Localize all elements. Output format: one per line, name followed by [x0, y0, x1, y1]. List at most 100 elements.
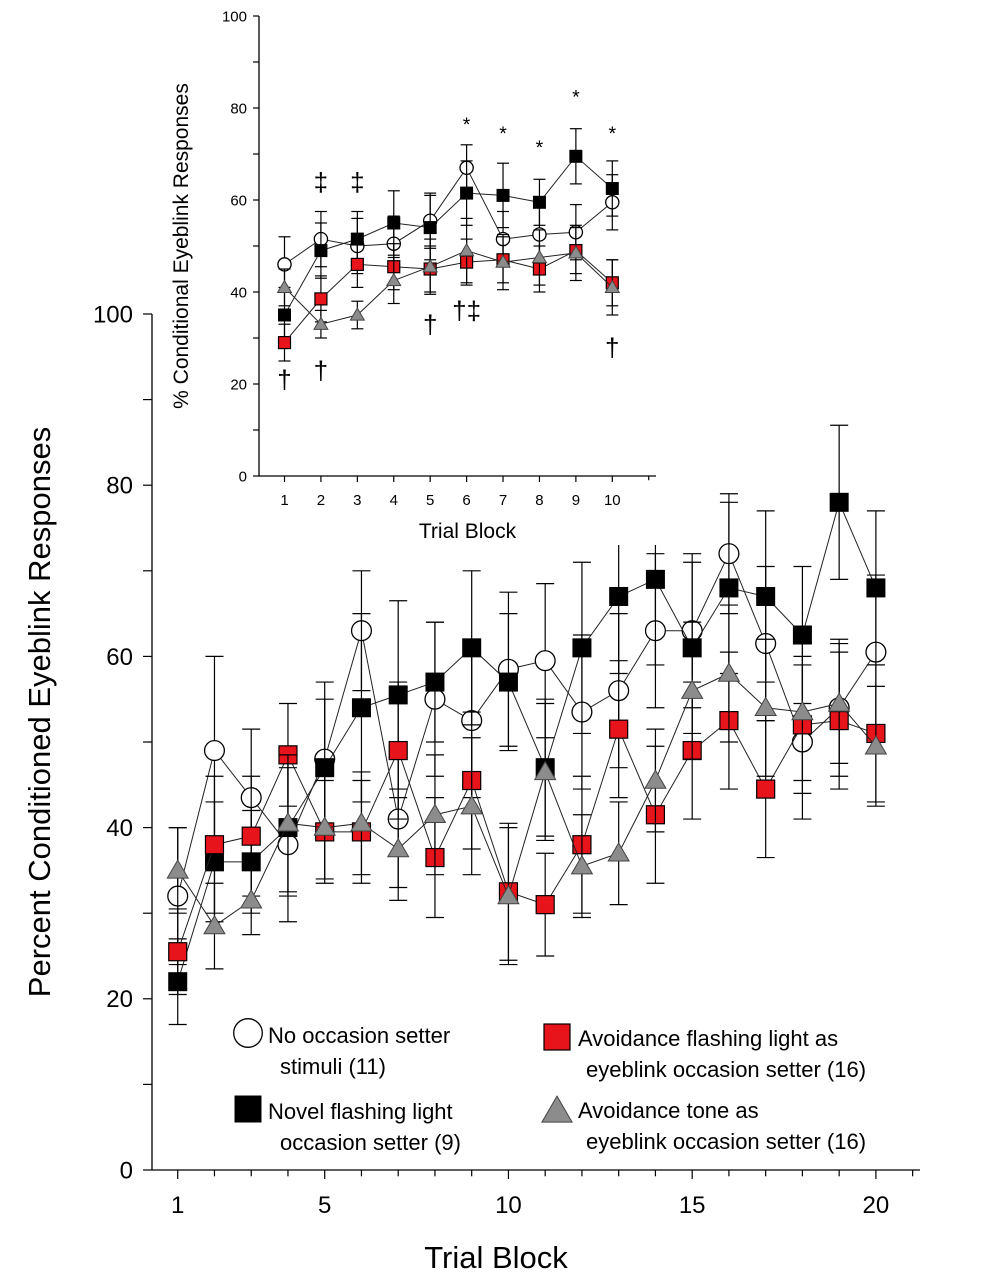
main-point-tone	[276, 812, 300, 832]
main-point-tone	[680, 679, 704, 699]
legend-label-none-line2: stimuli (11)	[280, 1054, 386, 1079]
inset-point-novel	[277, 308, 291, 322]
inset-point-tone	[349, 307, 366, 321]
main-series-line-light	[177, 719, 877, 952]
main-y-tick-label: 100	[93, 301, 133, 328]
inset-point-tone	[495, 254, 511, 268]
inset-y-tick-label: 80	[230, 100, 247, 117]
main-series-tone	[166, 604, 888, 970]
inset-point-novel	[387, 216, 401, 230]
legend-marker-novel	[234, 1095, 262, 1123]
main-x-axis-title: Trial Block	[424, 1240, 568, 1275]
legend-item-novel: Novel flashing light occasion setter (9)	[234, 1095, 461, 1155]
main-point-tone	[497, 884, 520, 905]
main-series-light	[168, 651, 886, 996]
main-point-novel	[498, 672, 518, 692]
main-point-light	[535, 895, 555, 915]
main-point-novel	[609, 586, 629, 606]
inset-significance-mark: *	[572, 86, 580, 108]
inset-point-tone	[385, 272, 402, 287]
main-point-novel	[792, 625, 812, 645]
inset-point-novel	[423, 221, 437, 235]
inset-x-tick-label: 8	[535, 492, 543, 509]
main-series-none	[167, 493, 887, 966]
main-point-tone	[239, 889, 263, 909]
legend-label-novel-line2: occasion setter (9)	[280, 1130, 461, 1155]
inset-significance-mark: *	[499, 123, 507, 145]
main-y-tick-label: 60	[106, 644, 133, 671]
legend-label-novel-line1: Novel flashing light	[268, 1099, 453, 1124]
inset-series-line-light	[284, 250, 613, 343]
main-point-novel	[425, 672, 445, 692]
main-x-tick-label: 10	[495, 1192, 522, 1219]
inset-x-tick-label: 10	[604, 492, 621, 509]
main-point-light	[204, 835, 225, 855]
inset-significance-mark: †	[423, 309, 437, 339]
legend-label-tone-line2: eyeblink occasion setter (16)	[586, 1129, 866, 1154]
main-series-line-novel	[177, 500, 877, 982]
inset-point-novel	[569, 149, 583, 163]
inset-significance-mark: ‡	[314, 167, 328, 197]
main-point-tone	[827, 692, 851, 712]
main-point-tone	[607, 842, 630, 862]
main-point-light	[168, 942, 188, 962]
inset-significance-mark: *	[608, 123, 616, 145]
main-point-novel	[719, 578, 739, 598]
inset-series-tone	[276, 217, 621, 339]
main-point-none	[203, 740, 226, 762]
main-point-tone	[350, 812, 373, 832]
inset-significance-mark: *	[536, 137, 544, 159]
inset-y-tick-label: 0	[239, 468, 247, 485]
main-x-tick-label: 1	[171, 1192, 184, 1219]
main-point-novel	[866, 578, 886, 598]
main-point-novel	[351, 698, 371, 718]
legend-marker-light	[543, 1023, 571, 1051]
inset-x-tick-label: 2	[317, 492, 325, 509]
main-point-tone	[203, 914, 226, 935]
main-point-tone	[166, 859, 190, 879]
inset-x-tick-label: 4	[390, 492, 398, 509]
inset-point-novel	[460, 186, 474, 200]
inset-point-light	[350, 257, 364, 271]
legend-item-none: No occasion setter stimuli (11)	[233, 1018, 450, 1079]
legend-label-tone-line1: Avoidance tone as	[578, 1098, 759, 1123]
main-point-light	[241, 826, 261, 846]
inset-y-tick-label: 40	[230, 284, 247, 301]
inset-x-tick-label: 3	[353, 492, 361, 509]
inset-x-tick-label: 5	[426, 492, 434, 509]
inset-series-line-none	[284, 166, 613, 265]
legend-item-tone: Avoidance tone as eyeblink occasion sette…	[541, 1095, 866, 1154]
inset-significance-mark: ‡	[350, 167, 364, 197]
legend-marker-none	[233, 1018, 263, 1048]
inset-series-line-novel	[284, 155, 613, 316]
legend-marker-tone	[541, 1095, 573, 1123]
main-x-tick-label: 5	[318, 1192, 331, 1219]
inset-x-tick-label: 7	[499, 492, 507, 509]
main-point-tone	[570, 854, 594, 875]
inset-point-tone	[458, 242, 475, 257]
inset-x-tick-label: 6	[462, 492, 470, 509]
main-point-tone	[313, 816, 337, 836]
legend: No occasion setter stimuli (11) Novel flas…	[233, 1018, 866, 1155]
inset-x-tick-label: 9	[572, 492, 580, 509]
inset-background	[172, 0, 672, 545]
inset-significance-mark: *	[463, 114, 471, 136]
main-y-tick-label: 0	[120, 1157, 133, 1184]
main-point-tone	[754, 696, 777, 716]
inset-y-tick-label: 100	[222, 8, 247, 25]
main-point-novel	[315, 758, 335, 778]
inset-plot: 0 20 40 60 80 100 1 2 3 4 5 6 7 8 9 10 Trial Block % Cond…	[170, 0, 672, 545]
main-point-tone	[423, 803, 447, 823]
inset-point-light	[277, 336, 292, 350]
inset-point-light	[314, 292, 328, 306]
inset-x-axis-title: Trial Block	[419, 520, 517, 543]
inset-y-tick-label: 20	[230, 376, 247, 393]
legend-label-none-line1: No occasion setter	[268, 1023, 450, 1048]
main-point-novel	[645, 569, 665, 589]
inset-series-line-tone	[284, 250, 613, 325]
inset-y-tick-label: 60	[230, 192, 247, 209]
legend-label-light-line2: eyeblink occasion setter (16)	[586, 1057, 866, 1082]
main-y-tick-label: 40	[106, 815, 133, 842]
